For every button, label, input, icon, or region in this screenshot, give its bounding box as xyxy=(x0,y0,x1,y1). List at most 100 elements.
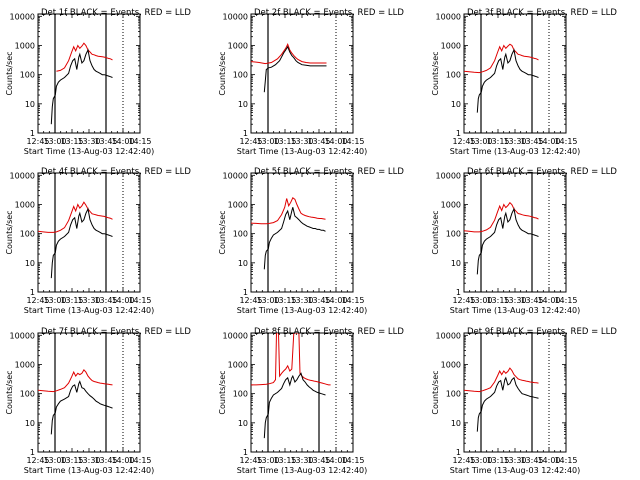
y-tick-label: 1 xyxy=(456,129,461,138)
y-tick-label: 1000 xyxy=(15,200,35,209)
x-tick-label: 13:45 xyxy=(307,296,330,305)
series-events-line xyxy=(476,48,539,113)
series-events-line xyxy=(476,376,539,432)
x-tick-label: 14:00 xyxy=(537,456,560,465)
x-tick-label: 13:00 xyxy=(43,296,66,305)
x-tick-label: 13:30 xyxy=(77,137,100,146)
plot-frame xyxy=(37,332,141,453)
chart-9: 1 10 100 1000 10000 12:4513:0013:1513:3013:45… xyxy=(431,327,617,475)
y-tick-label: 10000 xyxy=(223,171,248,180)
x-tick-label: 14:15 xyxy=(341,296,364,305)
y-tick-label: 1000 xyxy=(228,41,248,50)
x-tick-label: 13:30 xyxy=(290,296,313,305)
x-tick-label: 13:30 xyxy=(503,296,526,305)
y-tick-label: 100 xyxy=(233,390,248,399)
chart-6: 1 10 100 1000 10000 12:4513:0013:1513:3013:45… xyxy=(431,167,617,315)
x-tick-label: 14:00 xyxy=(324,456,347,465)
chart-8: 1 10 100 1000 10000 12:4513:0013:1513:3013:45… xyxy=(218,327,404,475)
y-axis-label: Counts/sec xyxy=(431,51,440,95)
x-tick-label: 13:00 xyxy=(43,137,66,146)
y-tick-label: 10000 xyxy=(436,171,461,180)
x-axis-label: Start Time (13-Aug-03 12:42:40) xyxy=(24,147,155,156)
x-axis-label: Start Time (13-Aug-03 12:42:40) xyxy=(450,147,581,156)
chart-title: Det 5f BLACK = Events, RED = LLD xyxy=(254,167,404,177)
plot-frame xyxy=(250,332,354,453)
x-axis-label: Start Time (13-Aug-03 12:42:40) xyxy=(450,306,581,315)
x-tick-label: 13:30 xyxy=(77,456,100,465)
series-lld-line xyxy=(38,201,113,233)
y-tick-label: 100 xyxy=(20,230,35,239)
x-tick-label: 13:45 xyxy=(307,137,330,146)
plot-frame xyxy=(463,13,567,134)
y-tick-label: 1 xyxy=(30,448,35,457)
x-tick-label: 13:45 xyxy=(520,296,543,305)
plot-frame xyxy=(250,172,354,293)
y-tick-label: 1 xyxy=(243,129,248,138)
x-axis-label: Start Time (13-Aug-03 12:42:40) xyxy=(237,466,368,475)
x-tick-label: 14:15 xyxy=(128,456,151,465)
series-lld-line xyxy=(464,43,539,74)
y-tick-label: 100 xyxy=(20,71,35,80)
y-tick-label: 100 xyxy=(233,71,248,80)
series-events-line xyxy=(263,207,326,270)
series-lld-line xyxy=(464,201,539,233)
y-tick-label: 1000 xyxy=(228,360,248,369)
y-axis-label: Counts/sec xyxy=(431,370,440,414)
y-tick-label: 10000 xyxy=(10,171,35,180)
chart-title: Det 6f BLACK = Events, RED = LLD xyxy=(467,167,617,177)
y-tick-label: 1 xyxy=(456,288,461,297)
x-tick-label: 12:45 xyxy=(239,456,262,465)
x-tick-label: 13:00 xyxy=(469,456,492,465)
y-axis-label: Counts/sec xyxy=(5,51,14,95)
y-tick-label: 10 xyxy=(25,259,35,268)
x-tick-label: 14:15 xyxy=(341,137,364,146)
series-events-line xyxy=(50,380,113,435)
y-tick-label: 100 xyxy=(446,230,461,239)
series-events-line xyxy=(50,48,113,125)
series-events-line xyxy=(263,45,327,93)
x-tick-label: 13:15 xyxy=(486,296,509,305)
series-events-line xyxy=(50,207,113,279)
y-tick-label: 10000 xyxy=(436,12,461,21)
x-tick-label: 12:45 xyxy=(26,296,49,305)
x-tick-label: 13:45 xyxy=(94,456,117,465)
y-axis-label: Counts/sec xyxy=(431,210,440,254)
x-tick-label: 12:45 xyxy=(452,456,475,465)
x-axis-label: Start Time (13-Aug-03 12:42:40) xyxy=(450,466,581,475)
y-tick-label: 100 xyxy=(446,390,461,399)
x-tick-label: 14:00 xyxy=(111,296,134,305)
chart-2: 1 10 100 1000 10000 12:4513:0013:1513:3013:45… xyxy=(218,8,404,156)
x-tick-label: 13:00 xyxy=(43,456,66,465)
x-tick-label: 13:45 xyxy=(520,456,543,465)
chart-title: Det 2f BLACK = Events, RED = LLD xyxy=(254,8,404,18)
x-tick-label: 13:15 xyxy=(273,456,296,465)
x-tick-label: 13:30 xyxy=(77,296,100,305)
y-tick-label: 10000 xyxy=(10,331,35,340)
y-axis-label: Counts/sec xyxy=(5,370,14,414)
y-tick-label: 100 xyxy=(233,230,248,239)
x-tick-label: 12:45 xyxy=(26,456,49,465)
x-tick-label: 14:00 xyxy=(324,137,347,146)
x-tick-label: 12:45 xyxy=(239,137,262,146)
x-tick-label: 13:00 xyxy=(256,296,279,305)
chart-title: Det 1f BLACK = Events, RED = LLD xyxy=(41,8,191,18)
y-tick-label: 1 xyxy=(243,288,248,297)
x-tick-label: 13:15 xyxy=(273,296,296,305)
series-lld-line xyxy=(251,333,331,386)
x-tick-label: 13:30 xyxy=(503,456,526,465)
plot-frame xyxy=(37,13,141,134)
x-tick-label: 14:15 xyxy=(341,456,364,465)
y-tick-label: 1 xyxy=(30,129,35,138)
chart-title: Det 9f BLACK = Events, RED = LLD xyxy=(467,327,617,337)
y-tick-label: 10000 xyxy=(223,331,248,340)
x-tick-label: 12:45 xyxy=(452,137,475,146)
x-axis-label: Start Time (13-Aug-03 12:42:40) xyxy=(237,306,368,315)
y-tick-label: 10 xyxy=(451,259,461,268)
plot-frame xyxy=(463,332,567,453)
x-tick-label: 14:15 xyxy=(554,296,577,305)
y-tick-label: 1000 xyxy=(15,360,35,369)
series-lld-line xyxy=(464,367,539,393)
y-tick-label: 10 xyxy=(238,259,248,268)
chart-5: 1 10 100 1000 10000 12:4513:0013:1513:3013:45… xyxy=(218,167,404,315)
